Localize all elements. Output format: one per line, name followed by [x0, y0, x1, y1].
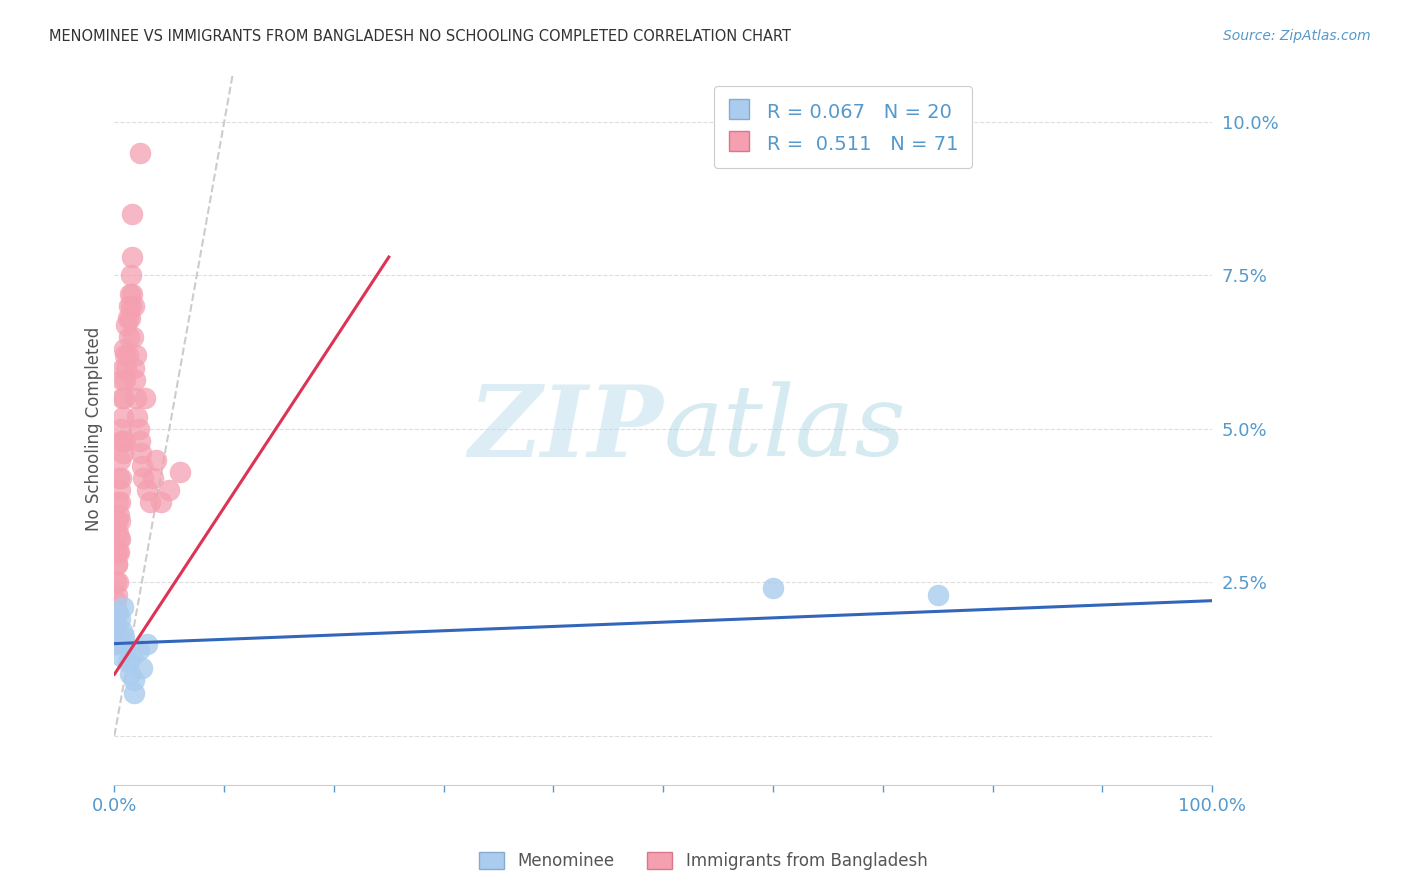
Point	[118, 667, 141, 681]
Point	[138, 495, 160, 509]
Point	[108, 483, 131, 498]
Point	[107, 575, 129, 590]
Point	[112, 446, 135, 460]
Point	[118, 299, 141, 313]
Point	[105, 557, 128, 571]
Point	[110, 648, 132, 663]
Point	[128, 434, 150, 449]
Point	[132, 471, 155, 485]
Point	[121, 648, 143, 663]
Point	[112, 391, 135, 405]
Point	[115, 318, 138, 332]
Point	[112, 599, 135, 614]
Point	[108, 514, 131, 528]
Point	[134, 391, 156, 405]
Point	[107, 631, 129, 645]
Point	[117, 348, 139, 362]
Point	[128, 642, 150, 657]
Point	[124, 373, 146, 387]
Point	[104, 618, 127, 632]
Point	[157, 483, 180, 498]
Point	[105, 588, 128, 602]
Point	[122, 299, 145, 313]
Point	[927, 588, 949, 602]
Point	[107, 606, 129, 620]
Point	[114, 348, 136, 362]
Point	[111, 624, 134, 639]
Point	[136, 637, 159, 651]
Legend: R = 0.067   N = 20, R =  0.511   N = 71: R = 0.067 N = 20, R = 0.511 N = 71	[714, 87, 972, 168]
Point	[117, 311, 139, 326]
Text: Source: ZipAtlas.com: Source: ZipAtlas.com	[1223, 29, 1371, 43]
Point	[112, 342, 135, 356]
Point	[112, 631, 135, 645]
Point	[149, 495, 172, 509]
Point	[110, 471, 132, 485]
Point	[129, 446, 152, 460]
Y-axis label: No Schooling Completed: No Schooling Completed	[86, 326, 103, 531]
Point	[108, 612, 131, 626]
Point	[105, 606, 128, 620]
Text: ZIP: ZIP	[468, 381, 664, 477]
Point	[120, 299, 142, 313]
Point	[114, 373, 136, 387]
Point	[122, 686, 145, 700]
Point	[104, 618, 127, 632]
Point	[122, 673, 145, 688]
Point	[118, 286, 141, 301]
Point	[127, 409, 149, 424]
Point	[104, 593, 127, 607]
Point	[107, 544, 129, 558]
Point	[105, 557, 128, 571]
Point	[104, 575, 127, 590]
Point	[122, 330, 145, 344]
Point	[118, 311, 141, 326]
Point	[121, 250, 143, 264]
Point	[131, 458, 153, 473]
Point	[107, 471, 129, 485]
Point	[114, 434, 136, 449]
Point	[117, 655, 139, 669]
Point	[110, 434, 132, 449]
Point	[121, 207, 143, 221]
Point	[112, 409, 135, 424]
Point	[104, 637, 127, 651]
Point	[114, 637, 136, 651]
Point	[118, 330, 141, 344]
Point	[111, 373, 134, 387]
Point	[108, 533, 131, 547]
Point	[108, 452, 131, 467]
Point	[105, 637, 128, 651]
Point	[107, 526, 129, 541]
Point	[125, 391, 148, 405]
Point	[111, 391, 134, 405]
Point	[108, 495, 131, 509]
Point	[110, 422, 132, 436]
Point	[128, 145, 150, 160]
Text: atlas: atlas	[664, 381, 905, 476]
Point	[142, 471, 165, 485]
Point	[121, 286, 143, 301]
Legend: Menominee, Immigrants from Bangladesh: Menominee, Immigrants from Bangladesh	[472, 845, 934, 877]
Point	[122, 360, 145, 375]
Point	[115, 360, 138, 375]
Point	[120, 268, 142, 283]
Point	[112, 360, 135, 375]
Text: MENOMINEE VS IMMIGRANTS FROM BANGLADESH NO SCHOOLING COMPLETED CORRELATION CHART: MENOMINEE VS IMMIGRANTS FROM BANGLADESH …	[49, 29, 792, 44]
Point	[128, 422, 150, 436]
Point	[762, 582, 785, 596]
Point	[107, 533, 129, 547]
Point	[107, 495, 129, 509]
Point	[136, 483, 159, 498]
Point	[104, 544, 127, 558]
Point	[105, 514, 128, 528]
Point	[169, 465, 191, 479]
Point	[125, 348, 148, 362]
Point	[111, 434, 134, 449]
Point	[131, 661, 153, 675]
Point	[107, 508, 129, 522]
Point	[107, 544, 129, 558]
Point	[145, 452, 167, 467]
